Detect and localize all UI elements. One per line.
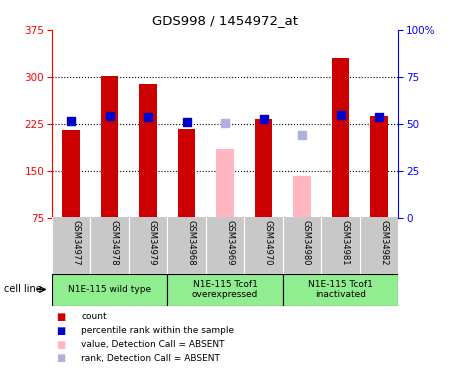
Text: ■: ■ — [56, 326, 66, 336]
Text: GSM34982: GSM34982 — [379, 220, 388, 266]
Bar — [167, 274, 283, 306]
Point — [221, 120, 229, 126]
Bar — [332, 58, 349, 217]
Point — [183, 119, 190, 125]
Bar — [101, 76, 118, 217]
Text: ■: ■ — [56, 312, 66, 322]
Bar — [293, 176, 310, 218]
Title: GDS998 / 1454972_at: GDS998 / 1454972_at — [152, 15, 298, 27]
Point — [68, 118, 75, 124]
Bar — [255, 119, 272, 218]
Text: GSM34969: GSM34969 — [225, 220, 234, 266]
Text: count: count — [81, 312, 107, 321]
Bar — [370, 116, 387, 218]
Bar — [63, 130, 80, 218]
Text: rank, Detection Call = ABSENT: rank, Detection Call = ABSENT — [81, 354, 220, 363]
Text: N1E-115 wild type: N1E-115 wild type — [68, 285, 151, 294]
Point — [298, 132, 306, 138]
Text: percentile rank within the sample: percentile rank within the sample — [81, 326, 234, 335]
Text: GSM34978: GSM34978 — [109, 220, 118, 266]
Bar — [140, 84, 157, 218]
Point — [144, 114, 152, 120]
Bar — [52, 274, 167, 306]
Bar — [283, 274, 398, 306]
Text: GSM34977: GSM34977 — [71, 220, 80, 266]
Text: GSM34981: GSM34981 — [341, 220, 350, 266]
Text: GSM34980: GSM34980 — [302, 220, 311, 266]
Text: cell line: cell line — [4, 285, 42, 294]
Text: GSM34968: GSM34968 — [186, 220, 195, 266]
Text: value, Detection Call = ABSENT: value, Detection Call = ABSENT — [81, 340, 225, 349]
Text: N1E-115 Tcof1
inactivated: N1E-115 Tcof1 inactivated — [308, 280, 373, 299]
Text: ■: ■ — [56, 340, 66, 350]
Point — [106, 112, 113, 118]
Bar — [178, 129, 195, 218]
Point — [375, 114, 382, 120]
Bar — [216, 149, 234, 217]
Text: GSM34970: GSM34970 — [264, 220, 273, 266]
Text: ■: ■ — [56, 354, 66, 363]
Point — [260, 116, 267, 122]
Text: GSM34979: GSM34979 — [148, 220, 157, 266]
Point — [337, 112, 344, 118]
Text: N1E-115 Tcof1
overexpressed: N1E-115 Tcof1 overexpressed — [192, 280, 258, 299]
